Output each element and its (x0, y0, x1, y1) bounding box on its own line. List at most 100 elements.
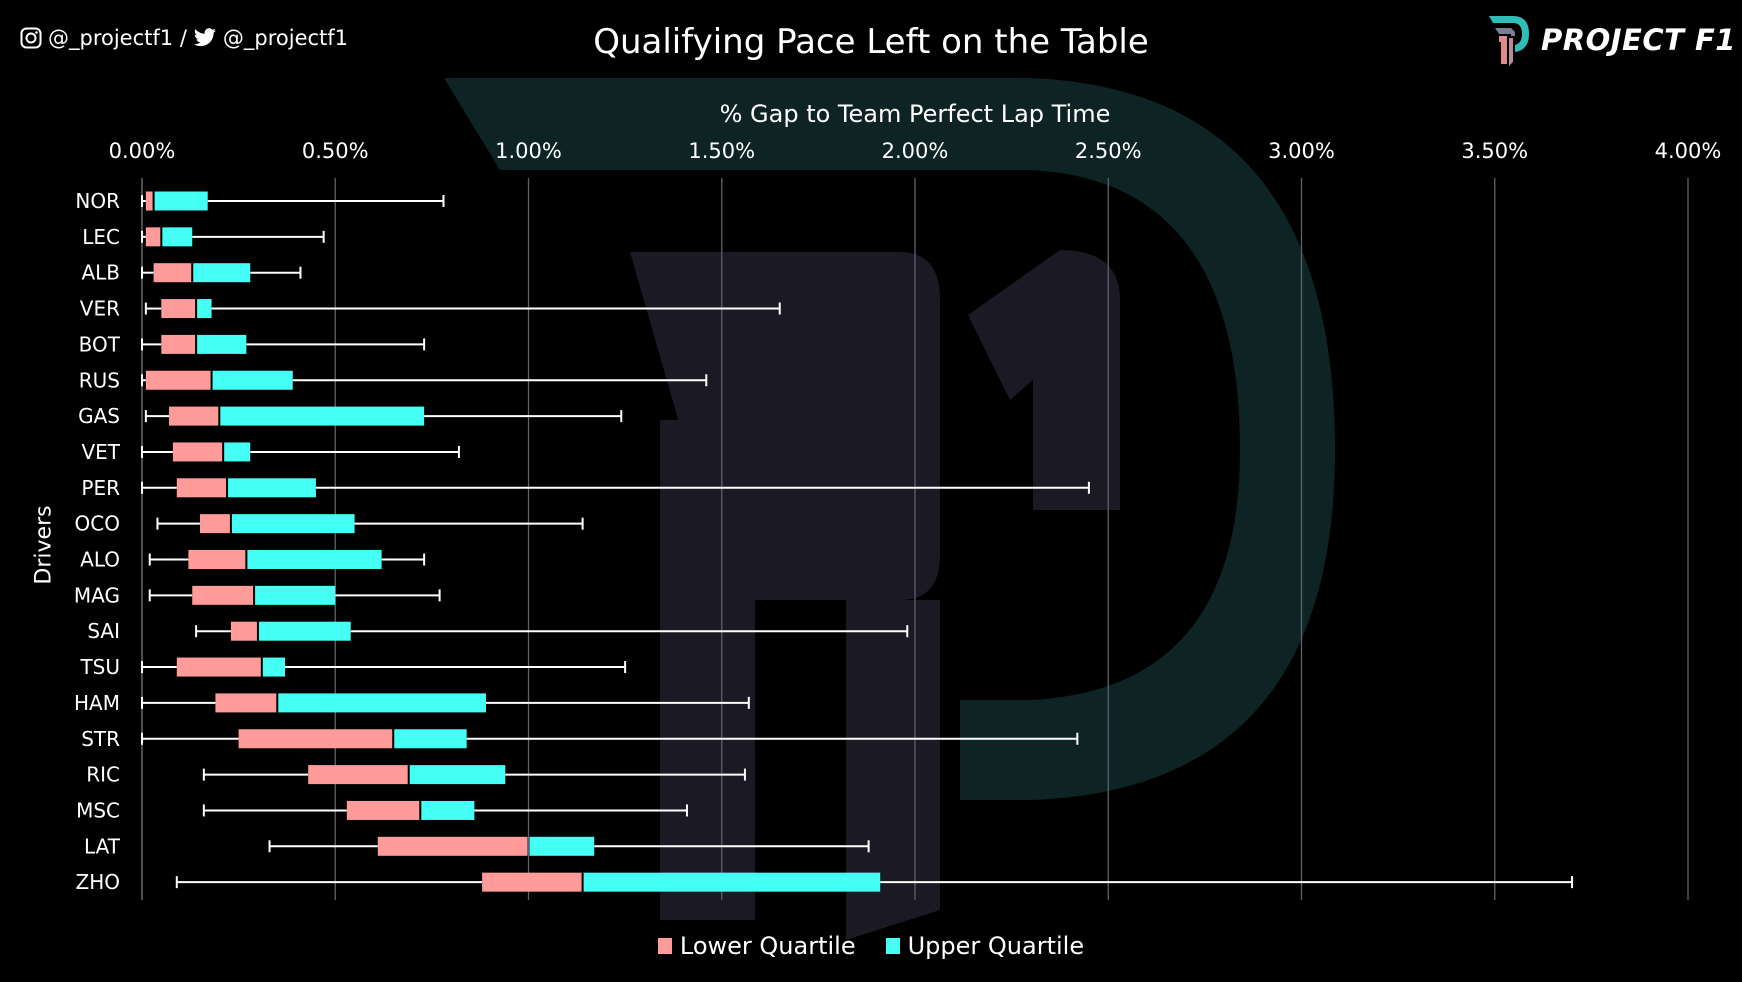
lower-quartile-box (161, 334, 196, 354)
upper-quartile-box (231, 514, 355, 534)
lower-quartile-box (188, 550, 246, 569)
box-row-ver: VER (80, 297, 781, 321)
upper-quartile-box (247, 550, 382, 569)
project-f1-logo: PROJECT F1 (1485, 12, 1736, 68)
category-label: TSU (79, 655, 120, 679)
x-tick-label: 3.50% (1461, 139, 1528, 163)
instagram-handle[interactable]: @_projectf1 / (48, 26, 187, 50)
lower-quartile-swatch (657, 938, 672, 954)
box-row-zho: ZHO (76, 870, 1574, 894)
legend-item-lower-quartile[interactable]: Lower Quartile (657, 932, 856, 960)
lower-quartile-box (199, 514, 230, 534)
lower-quartile-box (176, 657, 261, 677)
upper-quartile-box (212, 370, 293, 390)
category-label: VER (80, 297, 120, 321)
upper-quartile-box (409, 765, 506, 785)
category-label: NOR (75, 189, 120, 213)
x-tick-label: 1.50% (688, 139, 755, 163)
upper-quartile-box (224, 442, 251, 462)
box-row-rus: RUS (79, 368, 708, 392)
x-tick-label: 3.00% (1268, 139, 1335, 163)
lower-quartile-box (346, 800, 420, 820)
category-label: PER (81, 476, 120, 500)
upper-quartile-box (421, 800, 475, 820)
lower-quartile-box (192, 585, 254, 605)
instagram-icon (20, 27, 42, 49)
legend-item-upper-quartile[interactable]: Upper Quartile (885, 932, 1085, 960)
x-tick-label: 1.00% (495, 139, 562, 163)
category-label: HAM (74, 691, 120, 715)
box-row-lec: LEC (82, 225, 325, 249)
box-row-per: PER (81, 476, 1090, 500)
upper-quartile-box (394, 729, 467, 749)
upper-quartile-box (154, 191, 208, 211)
upper-quartile-box (228, 478, 316, 498)
upper-quartile-box (197, 334, 247, 354)
twitter-handle[interactable]: @_projectf1 (222, 26, 349, 50)
category-label: RIC (86, 763, 120, 787)
x-tick-label: 0.50% (302, 139, 369, 163)
box-row-alb: ALB (81, 261, 302, 285)
box-row-oco: OCO (75, 512, 584, 536)
box-row-ham: HAM (74, 691, 750, 715)
upper-quartile-box (262, 657, 286, 677)
box-row-sai: SAI (87, 619, 909, 643)
lower-quartile-box (161, 299, 196, 319)
category-label: BOT (79, 332, 121, 356)
upper-quartile-box (258, 621, 351, 641)
upper-quartile-box (255, 585, 336, 605)
upper-quartile-box (193, 263, 251, 283)
x-tick-label: 0.00% (109, 139, 176, 163)
upper-quartile-swatch (885, 938, 900, 954)
legend: Lower Quartile Upper Quartile (0, 932, 1742, 960)
legend-label: Upper Quartile (907, 932, 1085, 960)
box-row-vet: VET (81, 440, 460, 464)
upper-quartile-box (278, 693, 486, 713)
category-label: ALB (81, 261, 120, 285)
lower-quartile-box (145, 227, 161, 247)
x-tick-label: 4.00% (1655, 139, 1722, 163)
category-label: ZHO (76, 870, 120, 894)
category-label: VET (81, 440, 120, 464)
category-label: MAG (74, 583, 120, 607)
twitter-icon (193, 28, 216, 47)
upper-quartile-box (162, 227, 193, 247)
category-label: GAS (78, 404, 120, 428)
box-row-bot: BOT (79, 332, 426, 356)
social-handles: @_projectf1 / @_projectf1 (20, 26, 348, 50)
lower-quartile-box (308, 765, 408, 785)
chart-title: Qualifying Pace Left on the Table (593, 22, 1149, 62)
box-row-msc: MSC (76, 798, 688, 822)
box-row-str: STR (81, 727, 1079, 751)
project-f1-logo-icon (1489, 16, 1529, 66)
lower-quartile-box (145, 370, 211, 390)
box-row-gas: GAS (78, 404, 623, 428)
box-row-ric: RIC (86, 763, 746, 787)
category-label: MSC (76, 798, 120, 822)
logo-text: PROJECT F1 (1541, 23, 1736, 57)
lower-quartile-box (230, 621, 257, 641)
lower-quartile-box (153, 263, 192, 283)
lower-quartile-box (377, 836, 528, 856)
category-label: ALO (80, 548, 120, 572)
legend-label: Lower Quartile (679, 932, 856, 960)
box-row-lat: LAT (84, 834, 870, 858)
box-row-alo: ALO (80, 548, 426, 572)
category-label: LAT (84, 834, 121, 858)
upper-quartile-box (197, 299, 212, 319)
upper-quartile-box (583, 872, 881, 892)
category-label: SAI (87, 619, 120, 643)
lower-quartile-box (145, 191, 153, 211)
y-axis-title: Drivers (31, 505, 57, 585)
upper-quartile-box (220, 406, 425, 426)
upper-quartile-box (529, 836, 595, 856)
category-label: STR (81, 727, 120, 751)
x-tick-label: 2.50% (1075, 139, 1142, 163)
lower-quartile-box (169, 406, 219, 426)
category-label: LEC (82, 225, 120, 249)
box-row-nor: NOR (75, 189, 445, 213)
box-row-tsu: TSU (79, 655, 627, 679)
x-axis-title: % Gap to Team Perfect Lap Time (719, 100, 1111, 128)
